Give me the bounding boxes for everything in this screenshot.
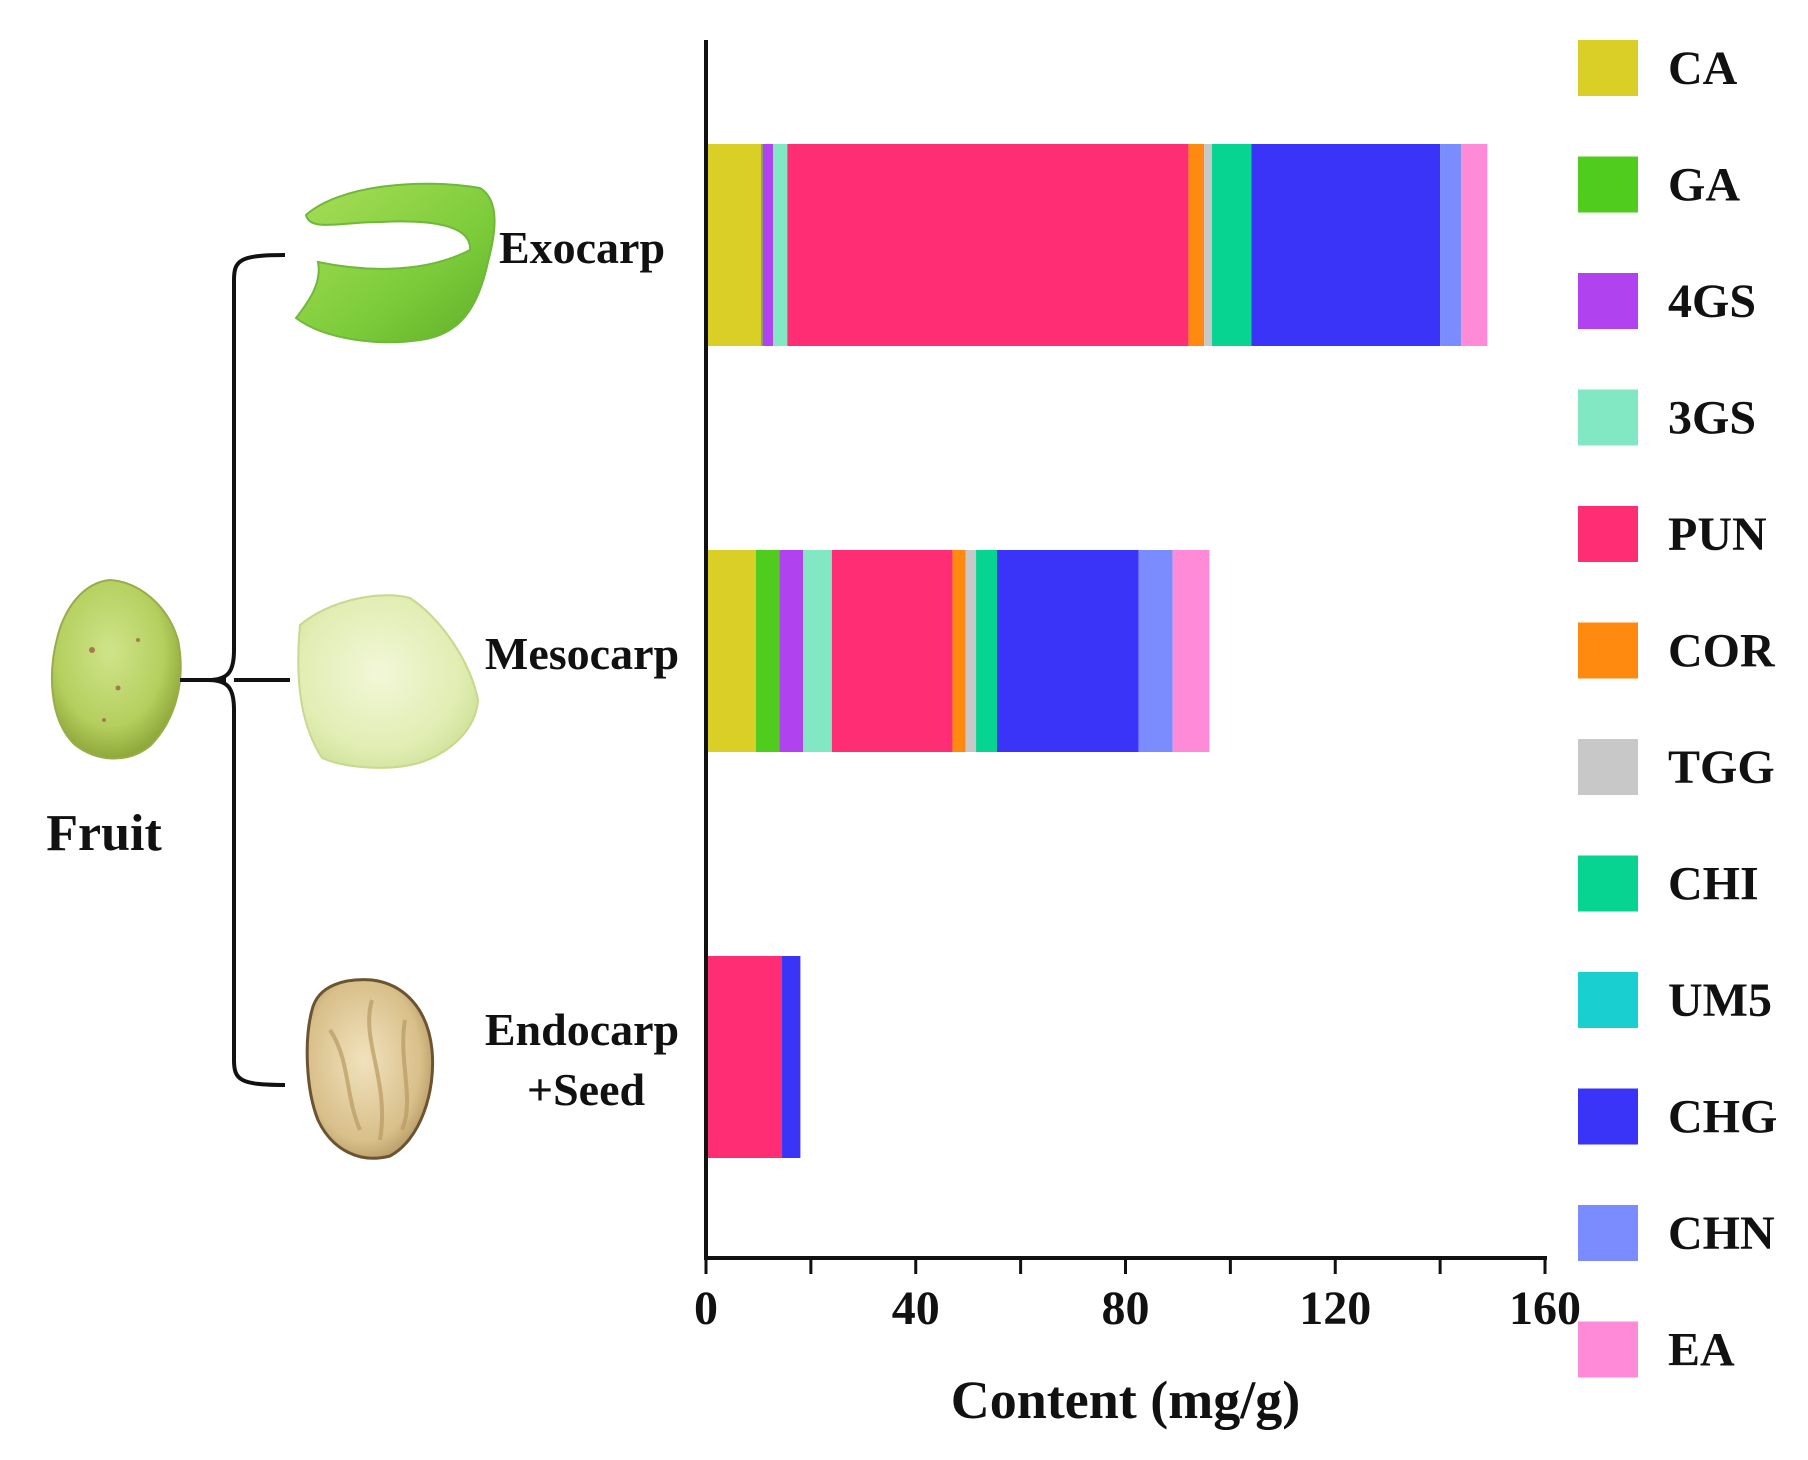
bar-segment-mesocarp-ca	[706, 550, 756, 752]
bar-segment-exocarp-tgg	[1204, 144, 1213, 346]
category-label: Exocarp	[499, 222, 665, 273]
legend-label-um5: UM5	[1668, 974, 1772, 1027]
bar-segment-exocarp-ca	[706, 144, 762, 346]
legend-swatch-ga	[1578, 156, 1638, 213]
endocarp-seed-image	[305, 978, 435, 1160]
x-tick-label: 80	[1102, 1282, 1150, 1335]
bar-segment-endocarp-seed-chg	[782, 956, 801, 1158]
x-axis-title: Content (mg/g)	[951, 1370, 1300, 1430]
fruit-illustration: Fruit	[46, 182, 496, 1160]
bar-segment-mesocarp-ea	[1172, 550, 1210, 752]
legend-label-ga: GA	[1668, 159, 1740, 212]
bar-segment-mesocarp-tgg	[965, 550, 977, 752]
bar-segment-exocarp-cor	[1188, 144, 1205, 346]
bar-segment-mesocarp-pun	[831, 550, 953, 752]
legend-swatch-chi	[1578, 855, 1638, 912]
bar-segment-mesocarp-chg	[997, 550, 1139, 752]
bar-segment-mesocarp-chi	[976, 550, 998, 752]
stacked-bar-chart: Exocarp Mesocarp Endocarp +Seed 0 40 80 120 160 C…	[485, 40, 1777, 1430]
legend-label-chi: CHI	[1668, 858, 1759, 911]
fruit-spot	[89, 647, 95, 653]
fruit-spot	[115, 685, 121, 691]
category-label: Endocarp	[485, 1004, 679, 1055]
bar-segment-endocarp-seed-pun	[706, 956, 783, 1158]
legend-label-chn: CHN	[1668, 1207, 1775, 1260]
legend-swatch-pun	[1578, 506, 1638, 562]
legend-label-3gs: 3GS	[1668, 392, 1756, 445]
bar-segment-exocarp-chn	[1440, 144, 1462, 346]
bar-segment-mesocarp-chn	[1138, 550, 1173, 752]
bar-segment-exocarp-4gs	[762, 144, 774, 346]
bar-segment-exocarp-chg	[1251, 144, 1441, 346]
category-label: Mesocarp	[485, 628, 679, 679]
legend-label-cor: COR	[1668, 625, 1776, 678]
legend-swatch-chn	[1578, 1205, 1638, 1261]
fruit-spot	[136, 638, 140, 642]
legend-label-chg: CHG	[1668, 1091, 1777, 1144]
x-tick-label: 40	[892, 1282, 940, 1335]
legend-label-ca: CA	[1668, 42, 1738, 95]
bar-segment-mesocarp-3gs	[803, 550, 832, 752]
x-tick-label: 160	[1509, 1282, 1581, 1335]
bar-segment-exocarp-ga	[761, 144, 763, 346]
legend-label-4gs: 4GS	[1668, 275, 1756, 328]
legend-swatch-3gs	[1578, 389, 1638, 446]
legend-label-pun: PUN	[1668, 508, 1767, 561]
bar-segment-exocarp-chi	[1212, 144, 1252, 346]
bar-segment-mesocarp-ga	[755, 550, 780, 752]
legend-label-tgg: TGG	[1668, 741, 1775, 794]
x-tick-label: 0	[694, 1282, 718, 1335]
bar-segment-exocarp-ea	[1461, 144, 1488, 346]
fruit-spot	[102, 718, 106, 722]
legend-swatch-ea	[1578, 1321, 1638, 1378]
fruit-image	[51, 578, 182, 760]
legend-swatch-tgg	[1578, 739, 1638, 795]
bar-segment-exocarp-3gs	[773, 144, 788, 346]
legend-swatch-4gs	[1578, 273, 1638, 329]
exocarp-image	[294, 182, 496, 344]
legend-swatch-um5	[1578, 972, 1638, 1028]
legend-label-ea: EA	[1668, 1324, 1735, 1377]
fruit-bracket	[180, 253, 290, 1087]
seed-texture	[328, 999, 410, 1141]
bar-segment-mesocarp-cor	[952, 550, 966, 752]
legend-swatch-ca	[1578, 40, 1638, 96]
bar-segment-exocarp-pun	[787, 144, 1189, 346]
mesocarp-image	[297, 594, 480, 769]
fruit-label: Fruit	[46, 805, 162, 862]
category-label: +Seed	[527, 1064, 646, 1115]
legend-swatch-cor	[1578, 622, 1638, 679]
legend-swatch-chg	[1578, 1088, 1638, 1145]
bar-segment-mesocarp-4gs	[779, 550, 804, 752]
x-tick-label: 120	[1299, 1282, 1371, 1335]
